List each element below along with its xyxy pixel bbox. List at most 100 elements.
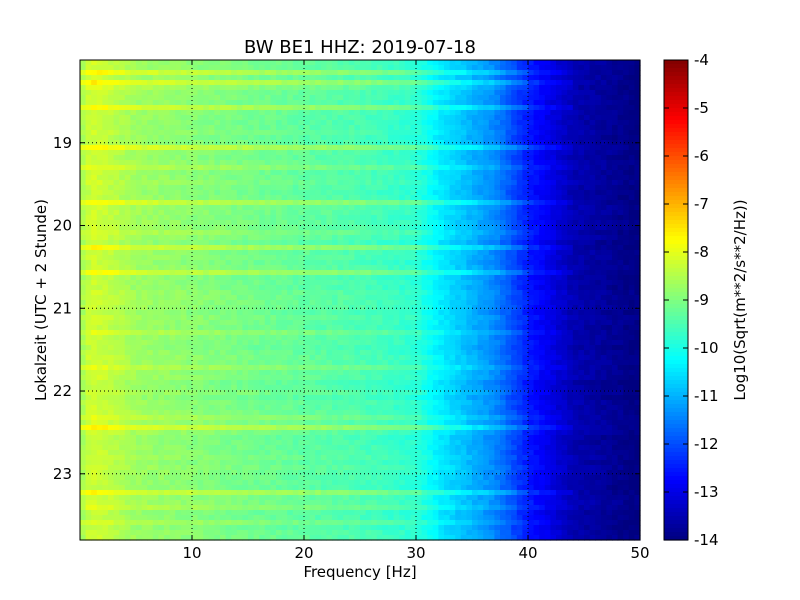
heatmap-cell bbox=[533, 145, 540, 151]
heatmap-cell bbox=[511, 305, 518, 311]
heatmap-cell bbox=[287, 235, 294, 241]
heatmap-cell bbox=[152, 285, 159, 291]
heatmap-cell bbox=[578, 235, 585, 241]
heatmap-cell bbox=[231, 300, 238, 306]
heatmap-cell bbox=[556, 70, 563, 76]
heatmap-cell bbox=[360, 110, 367, 116]
heatmap-cell bbox=[248, 250, 255, 256]
heatmap-cell bbox=[371, 210, 378, 216]
heatmap-cell bbox=[589, 70, 596, 76]
heatmap-cell bbox=[304, 290, 311, 296]
heatmap-cell bbox=[460, 170, 467, 176]
heatmap-cell bbox=[147, 85, 154, 91]
heatmap-cell bbox=[589, 135, 596, 141]
heatmap-cell bbox=[136, 195, 143, 201]
heatmap-cell bbox=[550, 225, 557, 231]
heatmap-cell bbox=[175, 155, 182, 161]
heatmap-cell bbox=[276, 125, 283, 131]
heatmap-cell bbox=[466, 250, 473, 256]
heatmap-cell bbox=[158, 155, 165, 161]
heatmap-cell bbox=[259, 70, 266, 76]
heatmap-cell bbox=[130, 115, 137, 121]
heatmap-cell bbox=[158, 140, 165, 146]
heatmap-cell bbox=[516, 125, 523, 131]
heatmap-cell bbox=[136, 235, 143, 241]
heatmap-cell bbox=[203, 265, 210, 271]
heatmap-cell bbox=[399, 70, 406, 76]
heatmap-cell bbox=[80, 145, 87, 151]
heatmap-cell bbox=[561, 115, 568, 121]
heatmap-cell bbox=[343, 245, 350, 251]
heatmap-cell bbox=[242, 95, 249, 101]
heatmap-cell bbox=[561, 80, 568, 86]
heatmap-cell bbox=[511, 115, 518, 121]
heatmap-cell bbox=[365, 285, 372, 291]
heatmap-cell bbox=[634, 240, 641, 246]
heatmap-cell bbox=[483, 75, 490, 81]
heatmap-cell bbox=[612, 265, 619, 271]
heatmap-cell bbox=[500, 165, 507, 171]
heatmap-cell bbox=[242, 260, 249, 266]
heatmap-cell bbox=[320, 90, 327, 96]
heatmap-cell bbox=[332, 110, 339, 116]
heatmap-cell bbox=[427, 175, 434, 181]
heatmap-cell bbox=[214, 80, 221, 86]
heatmap-cell bbox=[96, 90, 103, 96]
heatmap-cell bbox=[298, 75, 305, 81]
heatmap-cell bbox=[264, 170, 271, 176]
heatmap-cell bbox=[124, 95, 131, 101]
heatmap-cell bbox=[584, 165, 591, 171]
heatmap-cell bbox=[572, 125, 579, 131]
heatmap-cell bbox=[354, 240, 361, 246]
heatmap-cell bbox=[136, 220, 143, 226]
heatmap-cell bbox=[326, 110, 333, 116]
heatmap-cell bbox=[326, 195, 333, 201]
heatmap-cell bbox=[488, 275, 495, 281]
heatmap-cell bbox=[276, 100, 283, 106]
heatmap-cell bbox=[164, 195, 171, 201]
heatmap-cell bbox=[595, 305, 602, 311]
heatmap-cell bbox=[203, 255, 210, 261]
heatmap-cell bbox=[304, 110, 311, 116]
heatmap-cell bbox=[634, 90, 641, 96]
heatmap-cell bbox=[141, 240, 148, 246]
heatmap-cell bbox=[259, 155, 266, 161]
heatmap-cell bbox=[472, 190, 479, 196]
heatmap-cell bbox=[354, 225, 361, 231]
heatmap-cell bbox=[511, 225, 518, 231]
heatmap-cell bbox=[595, 125, 602, 131]
heatmap-cell bbox=[348, 155, 355, 161]
heatmap-cell bbox=[511, 295, 518, 301]
heatmap-cell bbox=[113, 200, 120, 206]
heatmap-cell bbox=[388, 195, 395, 201]
heatmap-cell bbox=[427, 225, 434, 231]
heatmap-cell bbox=[416, 80, 423, 86]
heatmap-cell bbox=[600, 200, 607, 206]
heatmap-cell bbox=[494, 105, 501, 111]
heatmap-cell bbox=[477, 155, 484, 161]
heatmap-cell bbox=[348, 290, 355, 296]
heatmap-cell bbox=[208, 230, 215, 236]
heatmap-cell bbox=[169, 225, 176, 231]
heatmap-cell bbox=[617, 270, 624, 276]
heatmap-cell bbox=[516, 85, 523, 91]
heatmap-cell bbox=[494, 260, 501, 266]
heatmap-cell bbox=[410, 245, 417, 251]
heatmap-cell bbox=[175, 65, 182, 71]
heatmap-cell bbox=[606, 250, 613, 256]
heatmap-cell bbox=[259, 80, 266, 86]
heatmap-cell bbox=[186, 135, 193, 141]
heatmap-cell bbox=[617, 165, 624, 171]
heatmap-cell bbox=[505, 110, 512, 116]
heatmap-cell bbox=[119, 195, 126, 201]
heatmap-cell bbox=[348, 275, 355, 281]
heatmap-cell bbox=[444, 220, 451, 226]
heatmap-cell bbox=[623, 135, 630, 141]
heatmap-cell bbox=[197, 130, 204, 136]
heatmap-cell bbox=[320, 210, 327, 216]
heatmap-cell bbox=[388, 215, 395, 221]
heatmap-cell bbox=[253, 270, 260, 276]
heatmap-cell bbox=[259, 245, 266, 251]
heatmap-cell bbox=[511, 160, 518, 166]
heatmap-cell bbox=[158, 135, 165, 141]
